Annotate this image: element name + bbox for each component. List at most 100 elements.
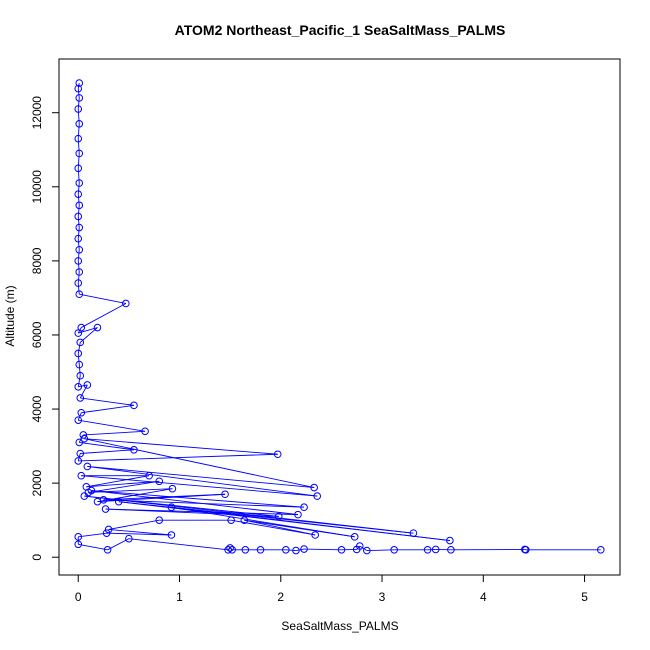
data-point [256, 546, 265, 554]
series-segment [77, 168, 80, 184]
data-point [221, 490, 229, 499]
data-point [241, 546, 250, 554]
data-point [74, 190, 83, 199]
x-tick-label: 0 [75, 590, 82, 604]
data-point [130, 445, 138, 454]
data-point [224, 546, 232, 554]
series-segment [77, 194, 80, 206]
series-segment [359, 545, 368, 551]
data-point [74, 212, 83, 221]
data-point [75, 120, 84, 128]
data-point [122, 299, 130, 308]
series-segment [77, 238, 80, 250]
data-point [74, 383, 83, 391]
series-segment [103, 493, 226, 501]
data-point [103, 546, 112, 554]
series-segment [80, 449, 134, 454]
series-segment [107, 538, 130, 551]
series-segment [81, 404, 134, 414]
series-segment [77, 88, 80, 98]
data-point [101, 505, 110, 513]
series-segment [78, 532, 107, 538]
series-segment [78, 419, 146, 432]
data-point [337, 546, 346, 554]
data-point [77, 471, 86, 480]
y-tick-label: 8000 [30, 247, 44, 274]
series-segment [77, 353, 80, 365]
data-point [446, 536, 454, 545]
series-segment [295, 548, 305, 551]
data-point [79, 431, 88, 439]
series-segment [77, 108, 80, 124]
x-tick-label: 5 [581, 590, 588, 604]
data-point [74, 349, 83, 358]
x-axis-label: SeaSaltMass_PALMS [281, 619, 398, 633]
series-segment [87, 466, 318, 497]
series-segment [231, 519, 316, 536]
series-segment [88, 480, 160, 493]
data-point [74, 105, 83, 113]
series-segment [366, 549, 395, 552]
data-point [141, 427, 149, 436]
x-tick-label: 4 [480, 590, 487, 604]
data-point [75, 223, 84, 232]
data-point [409, 529, 418, 537]
data-point [74, 84, 83, 93]
series-lines [77, 82, 601, 552]
data-point [130, 401, 138, 410]
series-segment [79, 441, 134, 451]
series-segment [77, 283, 80, 295]
data-point [228, 546, 236, 554]
data-point [74, 457, 83, 465]
data-point [83, 462, 92, 471]
series-segment [77, 271, 80, 284]
series-segment [87, 466, 315, 489]
series-segment [86, 475, 150, 488]
data-point [390, 546, 398, 554]
data-point [167, 531, 176, 539]
data-point [76, 449, 85, 458]
data-point [74, 234, 83, 243]
series-segment [77, 249, 80, 261]
data-point [226, 544, 234, 552]
series-segment [86, 480, 160, 488]
data-point [93, 323, 102, 332]
data-point [74, 329, 83, 337]
data-point [522, 546, 530, 554]
data-point [292, 546, 300, 555]
data-point [355, 542, 364, 550]
series-segment [244, 519, 355, 538]
series-segment [84, 438, 315, 489]
series-segment [78, 364, 81, 376]
data-point [74, 416, 83, 424]
series-segment [81, 303, 127, 328]
data-point [99, 496, 108, 504]
series-segment [80, 397, 134, 406]
data-point [75, 179, 84, 187]
data-point [311, 531, 319, 539]
series-segment [79, 384, 88, 399]
series-segment [91, 490, 305, 508]
series-segment [77, 216, 80, 228]
data-point [80, 434, 89, 443]
series-segment [78, 384, 88, 388]
data-point [423, 546, 432, 554]
series-segment [77, 227, 80, 239]
data-point [596, 546, 605, 554]
data-point [145, 471, 153, 480]
series-segment [77, 375, 81, 387]
data-point [75, 149, 84, 158]
series-segment [77, 153, 80, 169]
data-point [83, 381, 92, 389]
data-point [300, 545, 308, 553]
data-point [102, 529, 111, 537]
data-point [74, 134, 83, 143]
data-point [167, 503, 176, 512]
x-tick-label: 1 [176, 590, 183, 604]
series-segment [77, 138, 80, 154]
series-segment [78, 453, 278, 462]
data-point [80, 492, 89, 500]
data-point [282, 546, 290, 554]
data-point [447, 546, 455, 554]
